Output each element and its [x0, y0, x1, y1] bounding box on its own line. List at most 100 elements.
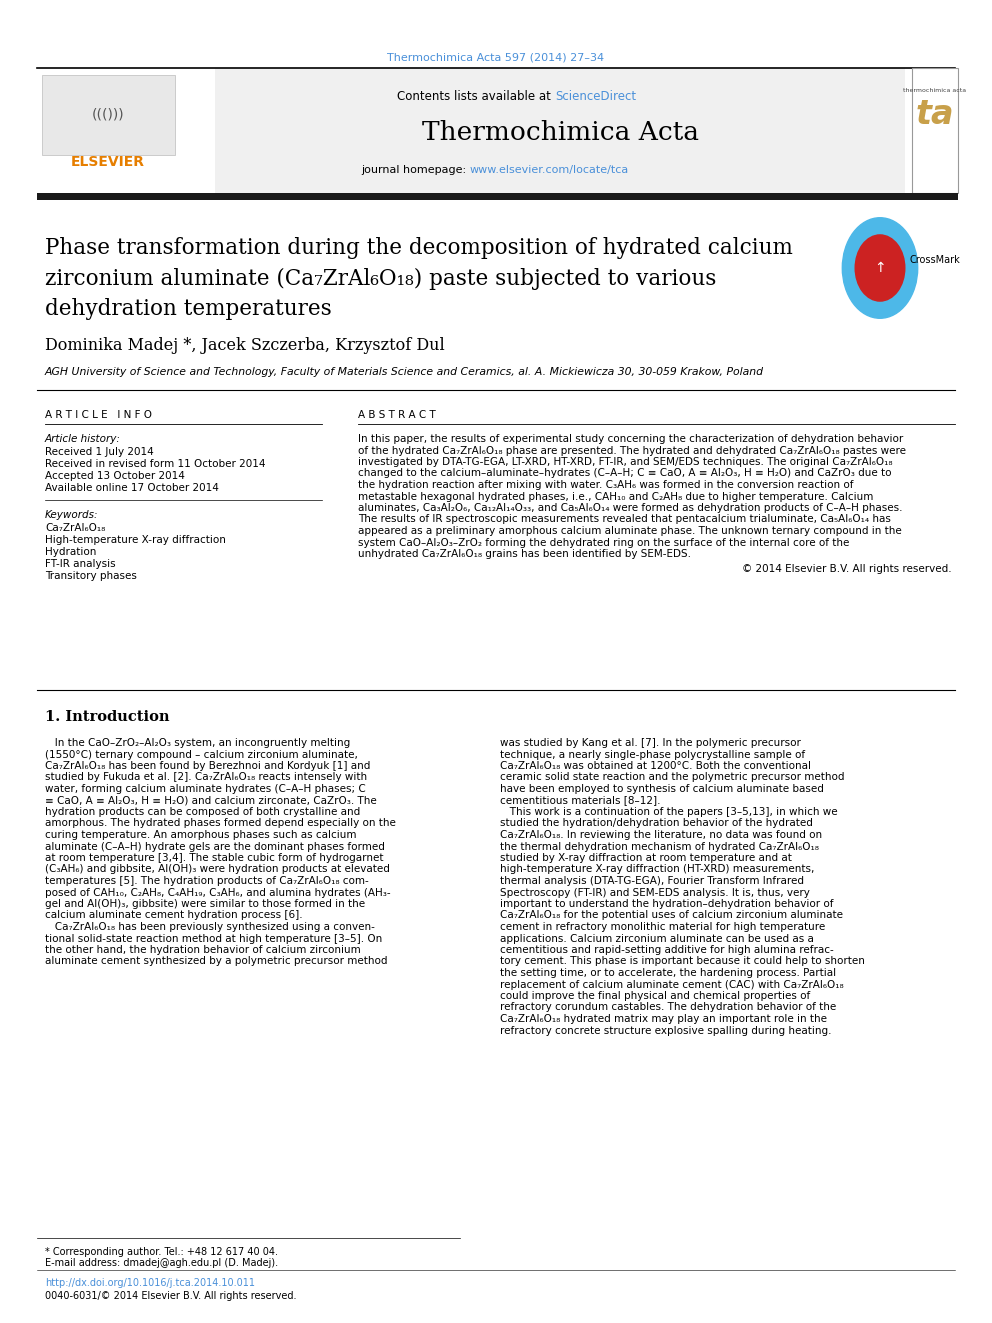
Text: Keywords:: Keywords:: [45, 509, 98, 520]
Text: Thermochimica Acta 597 (2014) 27–34: Thermochimica Acta 597 (2014) 27–34: [388, 52, 604, 62]
Text: Ca₇ZrAl₆O₁₈ hydrated matrix may play an important role in the: Ca₇ZrAl₆O₁₈ hydrated matrix may play an …: [500, 1013, 827, 1024]
Text: Article history:: Article history:: [45, 434, 121, 445]
Bar: [42, 75, 175, 155]
Text: The results of IR spectroscopic measurements revealed that pentacalcium trialumi: The results of IR spectroscopic measurem…: [358, 515, 891, 524]
Text: AGH University of Science and Technology, Faculty of Materials Science and Ceram: AGH University of Science and Technology…: [45, 366, 764, 377]
Text: Ca₇ZrAl₆O₁₈ for the potential uses of calcium zirconium aluminate: Ca₇ZrAl₆O₁₈ for the potential uses of ca…: [500, 910, 843, 921]
Text: Accepted 13 October 2014: Accepted 13 October 2014: [45, 471, 185, 482]
Text: amorphous. The hydrated phases formed depend especially on the: amorphous. The hydrated phases formed de…: [45, 819, 396, 828]
Text: was studied by Kang et al. [7]. In the polymeric precursor: was studied by Kang et al. [7]. In the p…: [500, 738, 801, 747]
Text: E-mail address: dmadej@agh.edu.pl (D. Madej).: E-mail address: dmadej@agh.edu.pl (D. Ma…: [45, 1258, 278, 1267]
Text: Ca₇ZrAl₆O₁₈: Ca₇ZrAl₆O₁₈: [45, 523, 105, 533]
Text: Ca₇ZrAl₆O₁₈ was obtained at 1200°C. Both the conventional: Ca₇ZrAl₆O₁₈ was obtained at 1200°C. Both…: [500, 761, 811, 771]
Text: www.elsevier.com/locate/tca: www.elsevier.com/locate/tca: [470, 165, 629, 175]
Bar: [37, 193, 958, 200]
Text: Hydration: Hydration: [45, 546, 96, 557]
Text: Received in revised form 11 October 2014: Received in revised form 11 October 2014: [45, 459, 266, 468]
Text: hydration products can be composed of both crystalline and: hydration products can be composed of bo…: [45, 807, 360, 818]
Text: Ca₇ZrAl₆O₁₈. In reviewing the literature, no data was found on: Ca₇ZrAl₆O₁₈. In reviewing the literature…: [500, 830, 822, 840]
Text: applications. Calcium zirconium aluminate can be used as a: applications. Calcium zirconium aluminat…: [500, 934, 813, 943]
Text: technique, a nearly single-phase polycrystalline sample of: technique, a nearly single-phase polycry…: [500, 750, 806, 759]
Text: thermal analysis (DTA-TG-EGA), Fourier Transform Infrared: thermal analysis (DTA-TG-EGA), Fourier T…: [500, 876, 804, 886]
Text: CrossMark: CrossMark: [910, 255, 960, 265]
Text: gel and Al(OH)₃, gibbsite) were similar to those formed in the: gel and Al(OH)₃, gibbsite) were similar …: [45, 900, 365, 909]
Text: investigated by DTA-TG-EGA, LT-XRD, HT-XRD, FT-IR, and SEM/EDS techniques. The o: investigated by DTA-TG-EGA, LT-XRD, HT-X…: [358, 456, 893, 467]
Text: aluminates, Ca₃Al₂O₆, Ca₁₂Al₁₄O₃₃, and Ca₅Al₆O₁₄ were formed as dehydration prod: aluminates, Ca₃Al₂O₆, Ca₁₂Al₁₄O₃₃, and C…: [358, 503, 903, 513]
Text: ≡ CaO, A ≡ Al₂O₃, H ≡ H₂O) and calcium zirconate, CaZrO₃. The: ≡ CaO, A ≡ Al₂O₃, H ≡ H₂O) and calcium z…: [45, 795, 377, 806]
Circle shape: [842, 218, 918, 319]
Text: ta: ta: [916, 98, 954, 131]
Text: Available online 17 October 2014: Available online 17 October 2014: [45, 483, 219, 493]
Text: unhydrated Ca₇ZrAl₆O₁₈ grains has been identified by SEM-EDS.: unhydrated Ca₇ZrAl₆O₁₈ grains has been i…: [358, 549, 691, 560]
Text: (C₃AH₆) and gibbsite, Al(OH)₃ were hydration products at elevated: (C₃AH₆) and gibbsite, Al(OH)₃ were hydra…: [45, 864, 390, 875]
Text: High-temperature X-ray diffraction: High-temperature X-ray diffraction: [45, 534, 226, 545]
Text: cementitious materials [8–12].: cementitious materials [8–12].: [500, 795, 661, 806]
Text: dehydration temperatures: dehydration temperatures: [45, 298, 331, 320]
Text: studied the hydration/dehydration behavior of the hydrated: studied the hydration/dehydration behavi…: [500, 819, 812, 828]
Text: aluminate (C–A–H) hydrate gels are the dominant phases formed: aluminate (C–A–H) hydrate gels are the d…: [45, 841, 385, 852]
Text: tional solid-state reaction method at high temperature [3–5]. On: tional solid-state reaction method at hi…: [45, 934, 382, 943]
Text: A B S T R A C T: A B S T R A C T: [358, 410, 435, 419]
Text: studied by Fukuda et al. [2]. Ca₇ZrAl₆O₁₈ reacts intensely with: studied by Fukuda et al. [2]. Ca₇ZrAl₆O₁…: [45, 773, 367, 782]
Text: thermochimica acta: thermochimica acta: [904, 89, 966, 93]
Text: Phase transformation during the decomposition of hydrated calcium: Phase transformation during the decompos…: [45, 237, 793, 259]
Text: calcium aluminate cement hydration process [6].: calcium aluminate cement hydration proce…: [45, 910, 303, 921]
Text: journal homepage:: journal homepage:: [361, 165, 470, 175]
Text: the hydration reaction after mixing with water. C₃AH₆ was formed in the conversi: the hydration reaction after mixing with…: [358, 480, 853, 490]
Bar: [37, 67, 215, 193]
Text: http://dx.doi.org/10.1016/j.tca.2014.10.011: http://dx.doi.org/10.1016/j.tca.2014.10.…: [45, 1278, 255, 1289]
Text: water, forming calcium aluminate hydrates (C–A–H phases; C: water, forming calcium aluminate hydrate…: [45, 785, 366, 794]
Text: © 2014 Elsevier B.V. All rights reserved.: © 2014 Elsevier B.V. All rights reserved…: [742, 564, 952, 573]
Text: * Corresponding author. Tel.: +48 12 617 40 04.: * Corresponding author. Tel.: +48 12 617…: [45, 1248, 278, 1257]
Text: changed to the calcium–aluminate–hydrates (C–A–H; C ≡ CaO, A ≡ Al₂O₃, H ≡ H₂O) a: changed to the calcium–aluminate–hydrate…: [358, 468, 892, 479]
Text: replacement of calcium aluminate cement (CAC) with Ca₇ZrAl₆O₁₈: replacement of calcium aluminate cement …: [500, 979, 843, 990]
Text: Received 1 July 2014: Received 1 July 2014: [45, 447, 154, 456]
Text: posed of CAH₁₀, C₂AH₈, C₄AH₁₉, C₃AH₆, and alumina hydrates (AH₃-: posed of CAH₁₀, C₂AH₈, C₄AH₁₉, C₃AH₆, an…: [45, 888, 391, 897]
Text: the thermal dehydration mechanism of hydrated Ca₇ZrAl₆O₁₈: the thermal dehydration mechanism of hyd…: [500, 841, 818, 852]
Text: tory cement. This phase is important because it could help to shorten: tory cement. This phase is important bec…: [500, 957, 865, 967]
Text: Thermochimica Acta: Thermochimica Acta: [422, 120, 698, 146]
Text: important to understand the hydration–dehydration behavior of: important to understand the hydration–de…: [500, 900, 833, 909]
Bar: [215, 67, 905, 193]
Text: studied by X-ray diffraction at room temperature and at: studied by X-ray diffraction at room tem…: [500, 853, 792, 863]
Text: aluminate cement synthesized by a polymetric precursor method: aluminate cement synthesized by a polyme…: [45, 957, 388, 967]
Text: metastable hexagonal hydrated phases, i.e., CAH₁₀ and C₂AH₈ due to higher temper: metastable hexagonal hydrated phases, i.…: [358, 492, 873, 501]
Text: Transitory phases: Transitory phases: [45, 572, 137, 581]
Text: have been employed to synthesis of calcium aluminate based: have been employed to synthesis of calci…: [500, 785, 824, 794]
Text: Spectroscopy (FT-IR) and SEM-EDS analysis. It is, thus, very: Spectroscopy (FT-IR) and SEM-EDS analysi…: [500, 888, 809, 897]
Text: refractory concrete structure explosive spalling during heating.: refractory concrete structure explosive …: [500, 1025, 831, 1036]
Text: temperatures [5]. The hydration products of Ca₇ZrAl₆O₁₈ com-: temperatures [5]. The hydration products…: [45, 876, 369, 886]
Text: ↑: ↑: [874, 261, 886, 275]
Text: the other hand, the hydration behavior of calcium zirconium: the other hand, the hydration behavior o…: [45, 945, 361, 955]
Text: ScienceDirect: ScienceDirect: [555, 90, 636, 103]
Text: Dominika Madej *, Jacek Szczerba, Krzysztof Dul: Dominika Madej *, Jacek Szczerba, Krzysz…: [45, 337, 444, 355]
Bar: [912, 67, 958, 193]
Text: 1. Introduction: 1. Introduction: [45, 710, 170, 724]
Text: In the CaO–ZrO₂–Al₂O₃ system, an incongruently melting: In the CaO–ZrO₂–Al₂O₃ system, an incongr…: [45, 738, 350, 747]
Text: the setting time, or to accelerate, the hardening process. Partial: the setting time, or to accelerate, the …: [500, 968, 836, 978]
Text: (1550°C) ternary compound – calcium zirconium aluminate,: (1550°C) ternary compound – calcium zirc…: [45, 750, 358, 759]
Text: system CaO–Al₂O₃–ZrO₂ forming the dehydrated ring on the surface of the internal: system CaO–Al₂O₃–ZrO₂ forming the dehydr…: [358, 537, 849, 548]
Text: cement in refractory monolithic material for high temperature: cement in refractory monolithic material…: [500, 922, 825, 931]
Text: high-temperature X-ray diffraction (HT-XRD) measurements,: high-temperature X-ray diffraction (HT-X…: [500, 864, 814, 875]
Text: appeared as a preliminary amorphous calcium aluminate phase. The unknown ternary: appeared as a preliminary amorphous calc…: [358, 527, 902, 536]
Text: of the hydrated Ca₇ZrAl₆O₁₈ phase are presented. The hydrated and dehydrated Ca₇: of the hydrated Ca₇ZrAl₆O₁₈ phase are pr…: [358, 446, 906, 455]
Text: curing temperature. An amorphous phases such as calcium: curing temperature. An amorphous phases …: [45, 830, 356, 840]
Text: ((())): ((())): [91, 108, 124, 122]
Text: ELSEVIER: ELSEVIER: [71, 155, 145, 169]
Text: Contents lists available at: Contents lists available at: [398, 90, 555, 103]
Text: Ca₇ZrAl₆O₁₈ has been found by Berezhnoi and Kordyuk [1] and: Ca₇ZrAl₆O₁₈ has been found by Berezhnoi …: [45, 761, 370, 771]
Text: A R T I C L E   I N F O: A R T I C L E I N F O: [45, 410, 152, 419]
Text: zirconium aluminate (Ca₇ZrAl₆O₁₈) paste subjected to various: zirconium aluminate (Ca₇ZrAl₆O₁₈) paste …: [45, 269, 716, 290]
Text: could improve the final physical and chemical properties of: could improve the final physical and che…: [500, 991, 810, 1002]
Text: In this paper, the results of experimental study concerning the characterization: In this paper, the results of experiment…: [358, 434, 904, 445]
Text: FT-IR analysis: FT-IR analysis: [45, 560, 116, 569]
Text: cementitious and rapid-setting additive for high alumina refrac-: cementitious and rapid-setting additive …: [500, 945, 833, 955]
Circle shape: [855, 235, 905, 302]
Text: refractory corundum castables. The dehydration behavior of the: refractory corundum castables. The dehyd…: [500, 1003, 836, 1012]
Text: Ca₇ZrAl₆O₁₈ has been previously synthesized using a conven-: Ca₇ZrAl₆O₁₈ has been previously synthesi…: [45, 922, 375, 931]
Text: at room temperature [3,4]. The stable cubic form of hydrogarnet: at room temperature [3,4]. The stable cu…: [45, 853, 384, 863]
Text: ceramic solid state reaction and the polymetric precursor method: ceramic solid state reaction and the pol…: [500, 773, 844, 782]
Text: This work is a continuation of the papers [3–5,13], in which we: This work is a continuation of the paper…: [500, 807, 837, 818]
Text: 0040-6031/© 2014 Elsevier B.V. All rights reserved.: 0040-6031/© 2014 Elsevier B.V. All right…: [45, 1291, 297, 1301]
